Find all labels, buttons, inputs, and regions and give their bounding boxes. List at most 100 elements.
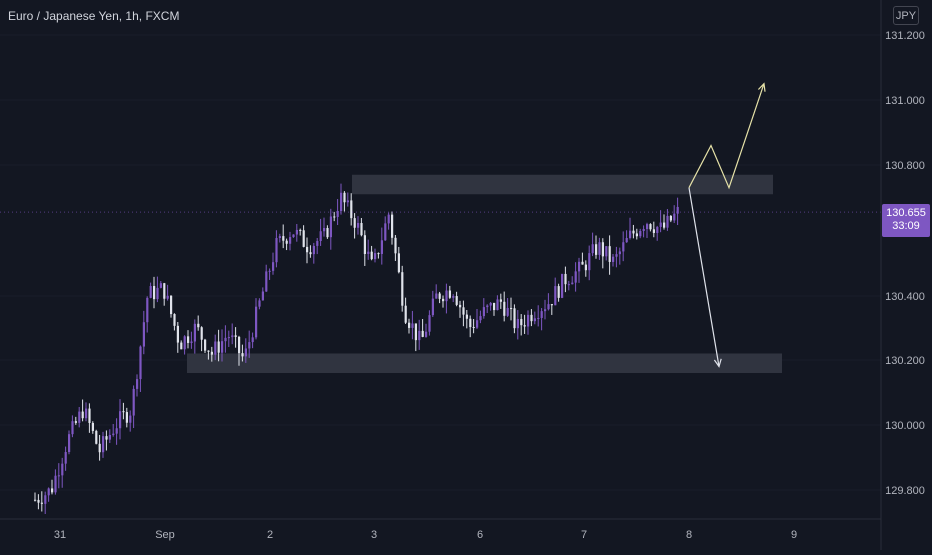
candle-body <box>98 443 101 453</box>
candle-body <box>234 335 237 337</box>
candle-body <box>642 229 645 231</box>
candle-body <box>275 238 278 263</box>
candle-body <box>499 299 502 302</box>
candle-body <box>265 271 268 292</box>
candle-body <box>251 337 254 343</box>
candle-body <box>635 233 638 237</box>
candle-body <box>357 223 360 228</box>
candle-body <box>227 337 230 339</box>
candle-body <box>391 214 394 238</box>
candle-body <box>353 218 356 228</box>
candle-body <box>278 236 281 239</box>
candle-body <box>68 434 71 453</box>
candle-body <box>663 222 666 228</box>
candle-body <box>119 411 122 429</box>
price-axis[interactable]: 131.200 131.000 130.800 130.400 130.200 130.0… <box>885 30 925 497</box>
resistance-zone <box>352 174 773 195</box>
candle-body <box>282 236 285 241</box>
candle-body <box>91 422 94 431</box>
candle-body <box>408 322 411 328</box>
time-tick-label: 8 <box>686 529 692 541</box>
candle-body <box>258 300 261 307</box>
candle-body <box>241 353 244 357</box>
candle-body <box>370 251 373 260</box>
candle-body <box>377 253 380 255</box>
time-tick-label: 2 <box>267 529 273 541</box>
candle-body <box>64 452 67 464</box>
time-axis[interactable]: 31 Sep 2 3 6 7 8 9 <box>54 529 797 541</box>
candle-body <box>387 214 390 224</box>
candle-body <box>285 240 288 244</box>
candle-body <box>384 223 387 241</box>
candle-body <box>513 308 516 329</box>
candle-body <box>503 301 506 316</box>
price-tick-label: 130.200 <box>885 355 925 367</box>
candle-body <box>78 411 81 423</box>
candle-body <box>625 237 628 243</box>
candle-body <box>34 499 37 501</box>
bullish-arrowhead <box>757 82 766 92</box>
bearish-projection-line <box>688 187 720 367</box>
candle-body <box>476 320 479 328</box>
symbol-title[interactable]: Euro / Japanese Yen, 1h, FXCM <box>8 9 180 23</box>
candle-body <box>486 305 489 308</box>
price-tick-label: 130.800 <box>885 160 925 172</box>
candle-body <box>37 499 40 503</box>
candle-body <box>343 192 346 203</box>
candle-body <box>255 306 258 338</box>
candle-body <box>523 325 526 327</box>
candle-body <box>659 222 662 227</box>
candle-body <box>455 296 458 305</box>
candle-body <box>496 299 499 311</box>
candle-body <box>431 298 434 316</box>
candle-body <box>44 495 47 504</box>
candle-body <box>669 215 672 221</box>
candle-body <box>210 351 213 355</box>
candle-body <box>115 428 118 434</box>
candle-body <box>57 475 60 477</box>
candle-body <box>214 341 217 355</box>
candle-body <box>397 253 400 273</box>
candle-body <box>146 297 149 323</box>
candle-body <box>595 244 598 255</box>
candle-body <box>173 314 176 326</box>
candle-body <box>132 388 135 416</box>
candle-body <box>197 323 200 328</box>
projections <box>688 82 766 368</box>
time-tick-label: 3 <box>371 529 377 541</box>
candle-body <box>554 286 557 306</box>
candle-body <box>479 316 482 321</box>
candle-body <box>639 230 642 237</box>
time-tick-label: 6 <box>477 529 483 541</box>
candle-body <box>323 228 326 232</box>
candle-body <box>231 335 234 338</box>
candle-body <box>244 348 247 357</box>
candle-body <box>649 224 652 230</box>
candle-body <box>540 311 543 318</box>
candle-body <box>493 302 496 311</box>
candle-body <box>629 230 632 238</box>
candle-body <box>224 337 227 342</box>
candle-body <box>295 229 298 235</box>
candle-body <box>74 421 77 423</box>
candle-body <box>156 287 159 300</box>
candle-body <box>268 270 271 272</box>
candle-body <box>190 341 193 343</box>
time-tick-label: Sep <box>155 529 175 541</box>
candle-body <box>601 242 604 257</box>
candle-body <box>350 200 353 219</box>
currency-button[interactable]: JPY <box>893 6 919 25</box>
candle-body <box>289 237 292 244</box>
candle-body <box>380 240 383 254</box>
candle-body <box>180 342 183 350</box>
zones <box>187 174 782 373</box>
candle-body <box>530 314 533 322</box>
candle-body <box>319 231 322 241</box>
candle-body <box>608 246 611 262</box>
candle-body <box>598 242 601 255</box>
candle-body <box>71 421 74 435</box>
candle-body <box>448 290 451 298</box>
candle-body <box>81 411 84 419</box>
